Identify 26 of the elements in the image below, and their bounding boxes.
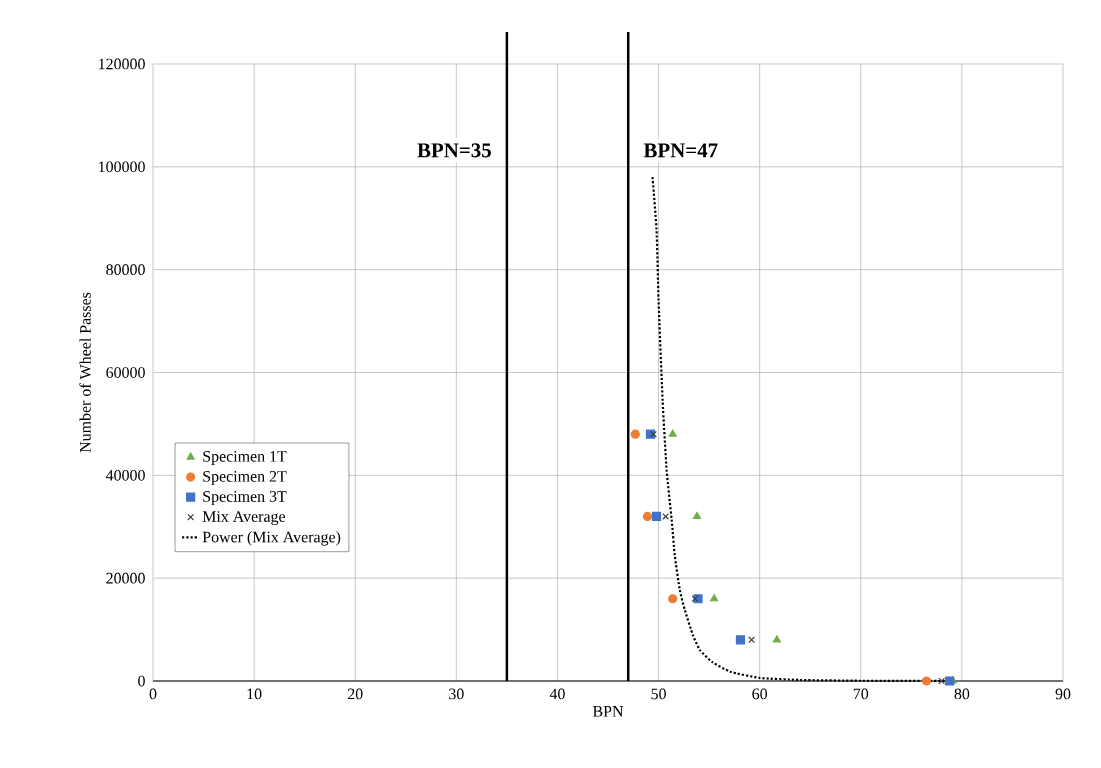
- y-tick-label: 40000: [105, 469, 145, 481]
- y-tick-label: 0: [138, 675, 145, 687]
- ref-line-label: BPN=47: [643, 143, 718, 158]
- y-axis-title: Number of Wheel Passes: [79, 292, 91, 453]
- y-tick-label: 120000: [99, 58, 145, 70]
- x-tick-label: 10: [247, 688, 262, 700]
- x-axis-title: BPN: [592, 706, 624, 717]
- x-tick-label: 0: [149, 688, 157, 700]
- legend-label: Specimen 3T: [203, 491, 287, 506]
- legend-label: Specimen 1T: [203, 451, 287, 465]
- x-tick-label: 40: [549, 688, 565, 700]
- legend-label: Mix Average: [202, 511, 286, 526]
- legend-label: Specimen 2T: [203, 471, 287, 486]
- x-tick-label: 20: [347, 688, 363, 700]
- y-tick-label: 60000: [106, 367, 145, 378]
- ref-line-label: BPN=35: [417, 143, 491, 158]
- x-tick-label: 50: [651, 688, 666, 700]
- x-tick-label: 30: [449, 688, 464, 700]
- legend-label: Power (Mix Average): [202, 531, 341, 546]
- y-tick-label: 80000: [106, 264, 145, 276]
- x-tick-label: 90: [1055, 688, 1071, 700]
- y-tick-label: 100000: [99, 161, 145, 173]
- y-tick-label: 20000: [106, 572, 145, 584]
- x-tick-label: 70: [853, 688, 869, 700]
- x-tick-label: 80: [954, 688, 970, 700]
- x-tick-label: 60: [752, 688, 768, 700]
